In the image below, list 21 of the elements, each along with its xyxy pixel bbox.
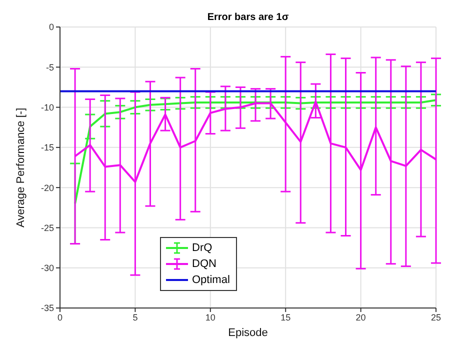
x-tick-label: 20 (356, 312, 366, 322)
y-tick-label: -25 (40, 222, 54, 233)
y-tick-label: -15 (40, 142, 54, 153)
x-axis-title: Episode (228, 327, 268, 339)
y-tick-label: -35 (40, 303, 54, 314)
y-tick-label: -30 (40, 263, 54, 274)
x-tick-label: 10 (205, 312, 216, 322)
y-tick-label: -5 (46, 62, 54, 72)
x-tick-label: 5 (132, 312, 138, 322)
chart-title: Error bars are 1σ (206, 12, 290, 23)
x-tick-label: 0 (57, 312, 63, 322)
x-tick-label: 15 (280, 312, 291, 322)
x-tick-label: 25 (430, 312, 442, 322)
y-tick-label: -20 (40, 182, 54, 193)
legend-label: DrQ (192, 241, 212, 256)
line-series (74, 99, 436, 205)
legend-label: Optimal (192, 273, 230, 288)
legend-label: DQN (192, 257, 216, 272)
y-tick-label: 0 (48, 22, 54, 32)
y-tick-label: -10 (40, 102, 54, 112)
y-axis-title: Average Performance [-] (14, 108, 27, 228)
